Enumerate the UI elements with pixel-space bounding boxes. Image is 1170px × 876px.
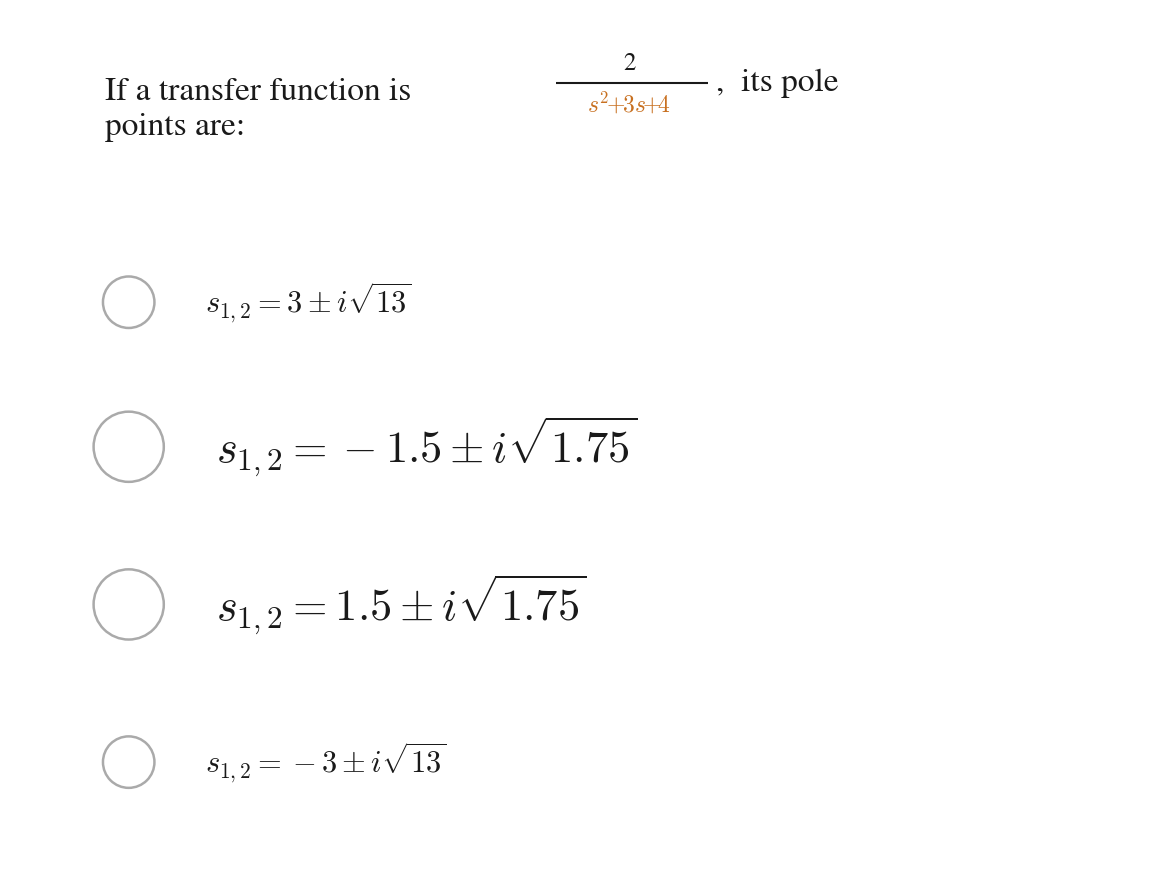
- Text: If a transfer function is: If a transfer function is: [105, 77, 412, 107]
- Text: $s_{1,2} = 3 \pm i\sqrt{13}$: $s_{1,2} = 3 \pm i\sqrt{13}$: [205, 280, 412, 324]
- Text: 2: 2: [624, 52, 635, 76]
- Text: $s_{1,2} = 1.5 \pm i\sqrt{1.75}$: $s_{1,2} = 1.5 \pm i\sqrt{1.75}$: [216, 572, 587, 637]
- Text: $s^2\!\!+\!\!3s\!\!+\!\!4$: $s^2\!\!+\!\!3s\!\!+\!\!4$: [587, 90, 672, 117]
- Text: points are:: points are:: [105, 112, 246, 142]
- Text: $s_{1,2} = -3 \pm i\sqrt{13}$: $s_{1,2} = -3 \pm i\sqrt{13}$: [205, 740, 446, 784]
- Text: $s_{1,2} = -1.5 \pm i\sqrt{1.75}$: $s_{1,2} = -1.5 \pm i\sqrt{1.75}$: [216, 414, 638, 479]
- Text: ,  its pole: , its pole: [716, 68, 839, 98]
